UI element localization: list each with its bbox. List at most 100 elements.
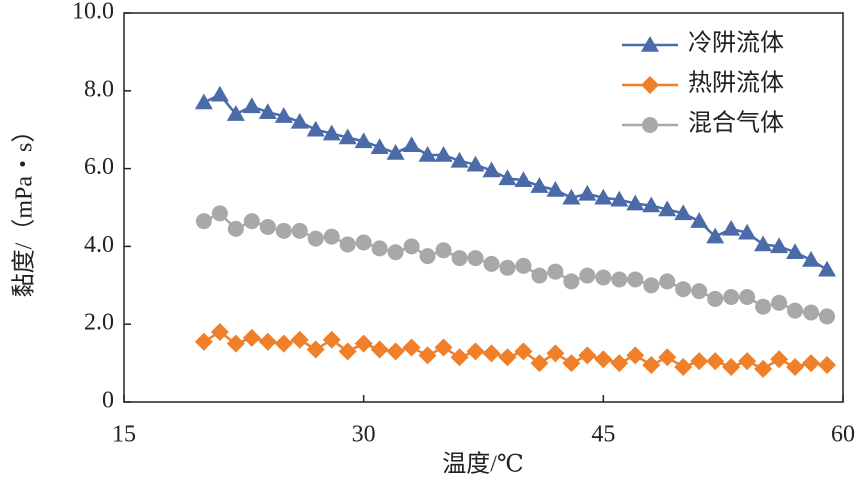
marker-triangle <box>338 128 357 145</box>
marker-circle <box>355 234 372 251</box>
marker-diamond <box>242 328 261 347</box>
marker-diamond <box>258 332 277 351</box>
marker-diamond <box>754 359 773 378</box>
marker-circle <box>387 244 404 261</box>
marker-circle <box>723 288 740 305</box>
x-axis-label: 温度/℃ <box>442 451 524 478</box>
marker-triangle <box>354 132 373 149</box>
series-line <box>203 211 828 318</box>
marker-circle <box>755 298 772 315</box>
marker-triangle <box>242 97 261 114</box>
marker-triangle <box>466 155 485 172</box>
marker-diamond <box>418 346 437 365</box>
marker-triangle <box>674 204 693 221</box>
marker-triangle <box>498 169 517 186</box>
marker-circle <box>243 213 260 230</box>
marker-diamond <box>802 354 821 373</box>
marker-circle <box>435 242 452 259</box>
marker-diamond <box>738 352 757 371</box>
marker-triangle <box>641 36 659 52</box>
marker-triangle <box>386 144 405 160</box>
marker-circle <box>275 222 292 239</box>
marker-circle <box>211 205 228 222</box>
marker-triangle <box>786 243 805 259</box>
marker-triangle <box>450 151 469 168</box>
marker-circle <box>227 220 244 237</box>
x-tick-label: 15 <box>112 422 136 448</box>
marker-triangle <box>722 219 741 236</box>
marker-circle <box>691 283 708 300</box>
marker-triangle <box>482 161 501 178</box>
marker-circle <box>803 304 820 321</box>
marker-diamond <box>594 350 613 369</box>
marker-triangle <box>642 196 661 213</box>
marker-diamond <box>770 350 789 369</box>
marker-triangle <box>306 120 325 137</box>
marker-triangle <box>818 260 837 277</box>
marker-circle <box>787 302 804 319</box>
marker-triangle <box>802 251 821 267</box>
marker-circle <box>642 117 658 133</box>
marker-triangle <box>754 235 773 252</box>
marker-diamond <box>706 352 725 371</box>
marker-circle <box>371 240 388 257</box>
marker-diamond <box>290 330 309 349</box>
marker-circle <box>323 228 340 245</box>
marker-triangle <box>402 136 421 153</box>
marker-diamond <box>434 338 453 357</box>
marker-triangle <box>290 112 309 129</box>
marker-diamond <box>690 352 709 371</box>
marker-diamond <box>641 76 659 94</box>
marker-triangle <box>370 138 389 154</box>
marker-circle <box>515 257 532 274</box>
marker-triangle <box>434 145 453 162</box>
marker-triangle <box>258 103 277 119</box>
marker-diamond <box>306 340 325 359</box>
marker-triangle <box>706 227 725 244</box>
marker-diamond <box>498 348 517 367</box>
marker-circle <box>707 290 724 307</box>
marker-circle <box>611 271 628 288</box>
marker-circle <box>483 255 500 272</box>
marker-circle <box>467 250 484 267</box>
marker-diamond <box>530 354 549 373</box>
marker-triangle <box>194 93 213 110</box>
marker-diamond <box>386 342 405 361</box>
plot-frame <box>123 12 844 403</box>
marker-circle <box>563 273 580 290</box>
marker-diamond <box>642 356 661 375</box>
x-tick-label: 60 <box>831 422 855 448</box>
series-line <box>203 330 828 371</box>
marker-circle <box>659 273 676 290</box>
marker-diamond <box>722 357 741 376</box>
marker-diamond <box>786 357 805 376</box>
marker-diamond <box>482 344 501 363</box>
marker-circle <box>771 294 788 311</box>
marker-triangle <box>658 200 677 217</box>
marker-diamond <box>402 338 421 357</box>
marker-circle <box>451 250 468 267</box>
marker-diamond <box>562 354 581 373</box>
marker-diamond <box>370 340 389 359</box>
marker-triangle <box>274 107 293 123</box>
marker-triangle <box>770 237 789 254</box>
marker-diamond <box>818 356 837 375</box>
x-tick-label: 45 <box>591 422 615 448</box>
legend-label: 混合气体 <box>688 110 784 137</box>
marker-triangle <box>626 194 645 211</box>
marker-circle <box>675 281 692 298</box>
marker-diamond <box>674 357 693 376</box>
y-tick-label: 10.0 <box>72 0 114 25</box>
marker-diamond <box>274 334 293 353</box>
marker-circle <box>403 238 420 255</box>
y-tick-label: 8.0 <box>84 76 114 102</box>
marker-triangle <box>738 223 757 240</box>
marker-diamond <box>658 348 677 367</box>
marker-triangle <box>322 124 341 141</box>
marker-diamond <box>514 342 533 361</box>
marker-triangle <box>418 145 437 162</box>
marker-circle <box>739 288 756 305</box>
marker-triangle <box>578 184 597 201</box>
marker-circle <box>819 308 836 325</box>
marker-circle <box>595 269 612 286</box>
